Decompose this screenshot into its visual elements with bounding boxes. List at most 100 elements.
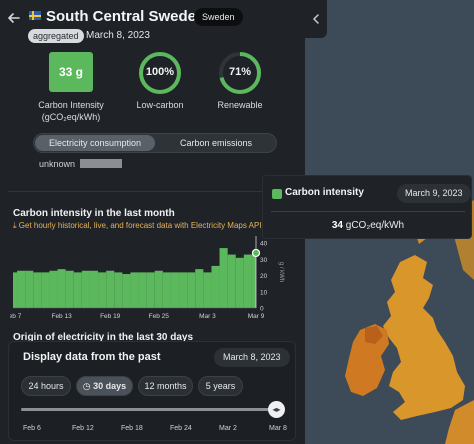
sweden-flag-icon	[29, 11, 41, 20]
slider-tick: Mar 2	[219, 425, 237, 432]
unknown-source-bar	[80, 159, 122, 168]
carbon-intensity-tooltip: Carbon intensity March 9, 2023 34 gCO₂eq…	[262, 175, 472, 239]
carbon-intensity-caption: Carbon Intensity (gCO₂eq/kWh)	[34, 99, 108, 123]
chart-bar	[89, 270, 99, 308]
carbon-intensity-chart[interactable]: 0 10 20 30 40 g / kWh Feb 7 Feb 13 Feb 19 Feb 25 M…	[10, 236, 300, 322]
option-30-days[interactable]: ◷ 30 days	[76, 376, 133, 396]
chart-bar	[203, 272, 212, 308]
option-24-hours[interactable]: 24 hours	[21, 376, 71, 396]
chart-y-tick-label: 20	[260, 273, 268, 280]
slider-tick: Feb 6	[23, 425, 41, 432]
chart-bar	[98, 272, 107, 308]
chart-bar	[49, 270, 58, 308]
chevron-left-icon	[312, 14, 319, 24]
arrows-horizontal-icon: ◂▸	[272, 405, 281, 414]
chart-x-tick-label: Mar 9	[248, 313, 265, 320]
tooltip-divider	[271, 211, 465, 212]
chart-bar	[154, 270, 163, 308]
chart-bar	[114, 272, 123, 308]
chart-x-tick-label: Feb 7	[10, 313, 22, 320]
chart-bar	[187, 272, 196, 308]
low-carbon-value: 100%	[145, 66, 175, 78]
chart-y-tick-label: 30	[260, 257, 268, 264]
section-divider	[8, 191, 297, 192]
chart-bar	[57, 269, 66, 308]
chart-bar	[211, 265, 220, 308]
chart-bar	[146, 272, 155, 308]
country-badge: Sweden	[194, 8, 243, 26]
renewable-value: 71%	[228, 66, 252, 78]
slider-tick: Feb 18	[121, 425, 143, 432]
toggle-carbon-emissions[interactable]: Carbon emissions	[179, 138, 253, 148]
slider-tick: Feb 12	[72, 425, 94, 432]
chart-bar	[251, 252, 256, 308]
time-slider-fill	[21, 408, 279, 411]
chart-bar	[17, 270, 26, 308]
low-carbon-ring[interactable]: 100%	[138, 51, 182, 95]
tooltip-title: Carbon intensity	[285, 187, 364, 198]
tooltip-date: March 9, 2023	[397, 184, 471, 203]
tooltip-color-swatch	[272, 189, 282, 199]
chart-y-axis-label: g / kWh	[278, 262, 284, 282]
collapse-panel-button[interactable]	[305, 0, 327, 38]
chart-bar	[179, 272, 188, 308]
chart-y-tick-label: 0	[260, 306, 264, 313]
chart-x-tick-label: Feb 25	[149, 313, 170, 320]
option-12-months[interactable]: 12 months	[138, 376, 193, 396]
chart-bar	[162, 272, 171, 308]
chart-y-tick-label: 10	[260, 289, 268, 296]
display-mode-toggle: Electricity consumption Carbon emissions	[33, 133, 277, 153]
chart-bar	[13, 272, 18, 308]
chart-bar	[243, 254, 252, 308]
chart-y-tick-label: 40	[260, 241, 268, 248]
clock-icon: ◷	[82, 381, 94, 391]
chart-bar	[122, 274, 131, 308]
renewable-caption: Renewable	[217, 100, 263, 110]
tooltip-unit: gCO₂eq/kWh	[345, 220, 405, 231]
chart-x-tick-label: Feb 19	[100, 313, 121, 320]
time-controller-title: Display data from the past	[23, 351, 161, 363]
renewable-ring[interactable]: 71%	[218, 51, 262, 95]
chart-bar	[170, 272, 180, 308]
arrow-left-icon	[8, 13, 20, 23]
zone-title: South Central Sweden	[46, 8, 206, 25]
chart-bar	[41, 272, 50, 308]
origin-section-title: Origin of electricity in the last 30 day…	[13, 332, 194, 343]
option-30-days-label: 30 days	[93, 381, 127, 391]
aggregated-badge: aggregated	[28, 29, 84, 43]
chart-hover-point	[251, 248, 261, 258]
download-icon: ⤓	[13, 221, 19, 230]
chart-bar	[195, 269, 204, 308]
option-5-years[interactable]: 5 years	[198, 376, 243, 396]
carbon-intensity-section-title: Carbon intensity in the last month	[13, 208, 175, 219]
low-carbon-caption: Low-carbon	[136, 100, 184, 110]
chart-bar	[73, 272, 82, 308]
time-controller: Display data from the past March 8, 2023…	[8, 341, 296, 441]
time-slider-track[interactable]	[21, 408, 279, 411]
selected-date: March 8, 2023	[86, 30, 150, 41]
time-controller-date[interactable]: March 8, 2023	[214, 348, 290, 367]
chart-bar	[227, 254, 236, 308]
zone-details-panel: South Central Sweden Sweden aggregated M…	[0, 0, 305, 444]
chart-bar	[130, 272, 139, 308]
low-carbon-ring-graphic	[139, 52, 181, 94]
renewable-ring-graphic	[219, 52, 261, 94]
api-link-text: Get hourly historical, live, and forecas…	[18, 221, 262, 230]
chart-bar	[65, 270, 74, 308]
carbon-intensity-square[interactable]: 33 g	[49, 52, 93, 92]
chart-x-tick-label: Feb 13	[51, 313, 72, 320]
carbon-intensity-caption-line2: (gCO₂eq/kWh)	[41, 112, 101, 122]
chart-bar	[33, 272, 42, 308]
unknown-source-label: unknown	[39, 159, 76, 169]
toggle-electricity-consumption[interactable]: Electricity consumption	[35, 135, 155, 151]
slider-tick: Feb 24	[170, 425, 192, 432]
chart-bar	[81, 270, 90, 308]
chart-x-tick-label: Mar 3	[199, 313, 216, 320]
tooltip-value: 34	[331, 220, 343, 231]
chart-bar	[138, 272, 147, 308]
time-slider-handle[interactable]: ◂▸	[268, 401, 285, 418]
chart-bar	[235, 257, 244, 308]
back-button[interactable]	[6, 10, 22, 26]
api-link[interactable]: ⤓ Get hourly historical, live, and forec…	[13, 221, 262, 231]
chart-bar	[25, 270, 34, 308]
